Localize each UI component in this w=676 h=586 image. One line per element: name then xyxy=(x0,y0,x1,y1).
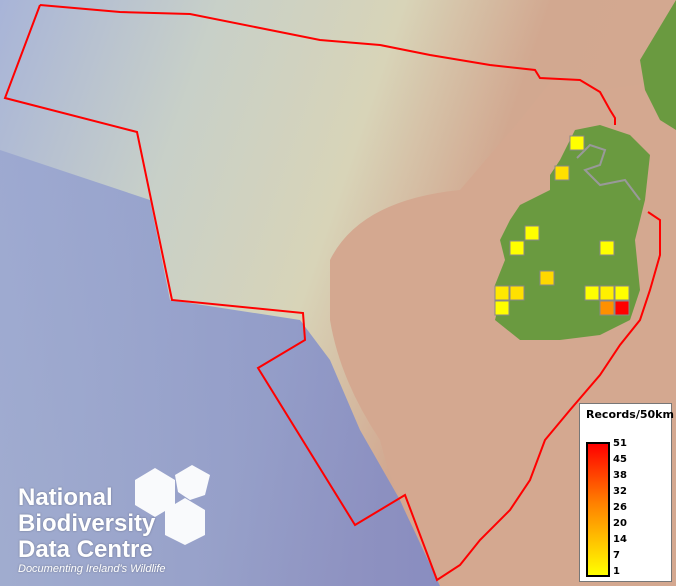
legend-tick: 38 xyxy=(613,470,627,481)
record-square[interactable] xyxy=(614,300,630,316)
logo-line2: Biodiversity xyxy=(18,510,156,537)
legend-tick: 20 xyxy=(613,518,627,529)
logo-line1: National xyxy=(18,484,113,511)
legend-color-bar xyxy=(586,442,610,577)
record-square[interactable] xyxy=(554,165,570,181)
legend-tick: 26 xyxy=(613,502,627,513)
legend: Records/50km 51 45 38 32 26 20 14 7 1 xyxy=(579,403,674,582)
record-square[interactable] xyxy=(494,285,510,301)
border-line xyxy=(576,143,641,201)
record-square[interactable] xyxy=(599,240,615,256)
record-square[interactable] xyxy=(539,270,555,286)
record-square[interactable] xyxy=(599,285,615,301)
deep-ocean xyxy=(0,150,440,586)
legend-tick: 32 xyxy=(613,486,627,497)
britain xyxy=(640,0,676,130)
legend-tick: 51 xyxy=(613,438,627,449)
record-square[interactable] xyxy=(524,225,540,241)
record-square[interactable] xyxy=(584,285,600,301)
legend-tick: 1 xyxy=(613,566,620,577)
boundary-line-west xyxy=(3,4,661,582)
logo-line3: Data Centre xyxy=(18,536,153,563)
legend-title: Records/50km xyxy=(586,408,674,421)
record-square[interactable] xyxy=(569,135,585,151)
records-layer xyxy=(494,135,630,316)
record-square[interactable] xyxy=(614,285,630,301)
legend-tick: 7 xyxy=(613,550,620,561)
logo-tagline: Documenting Ireland's Wildlife xyxy=(18,563,166,575)
logo-mark xyxy=(135,465,210,545)
record-square[interactable] xyxy=(494,300,510,316)
record-square[interactable] xyxy=(599,300,615,316)
legend-tick: 45 xyxy=(613,454,627,465)
record-square[interactable] xyxy=(509,285,525,301)
record-square[interactable] xyxy=(509,240,525,256)
boundary-line xyxy=(39,4,616,125)
legend-tick: 14 xyxy=(613,534,627,545)
